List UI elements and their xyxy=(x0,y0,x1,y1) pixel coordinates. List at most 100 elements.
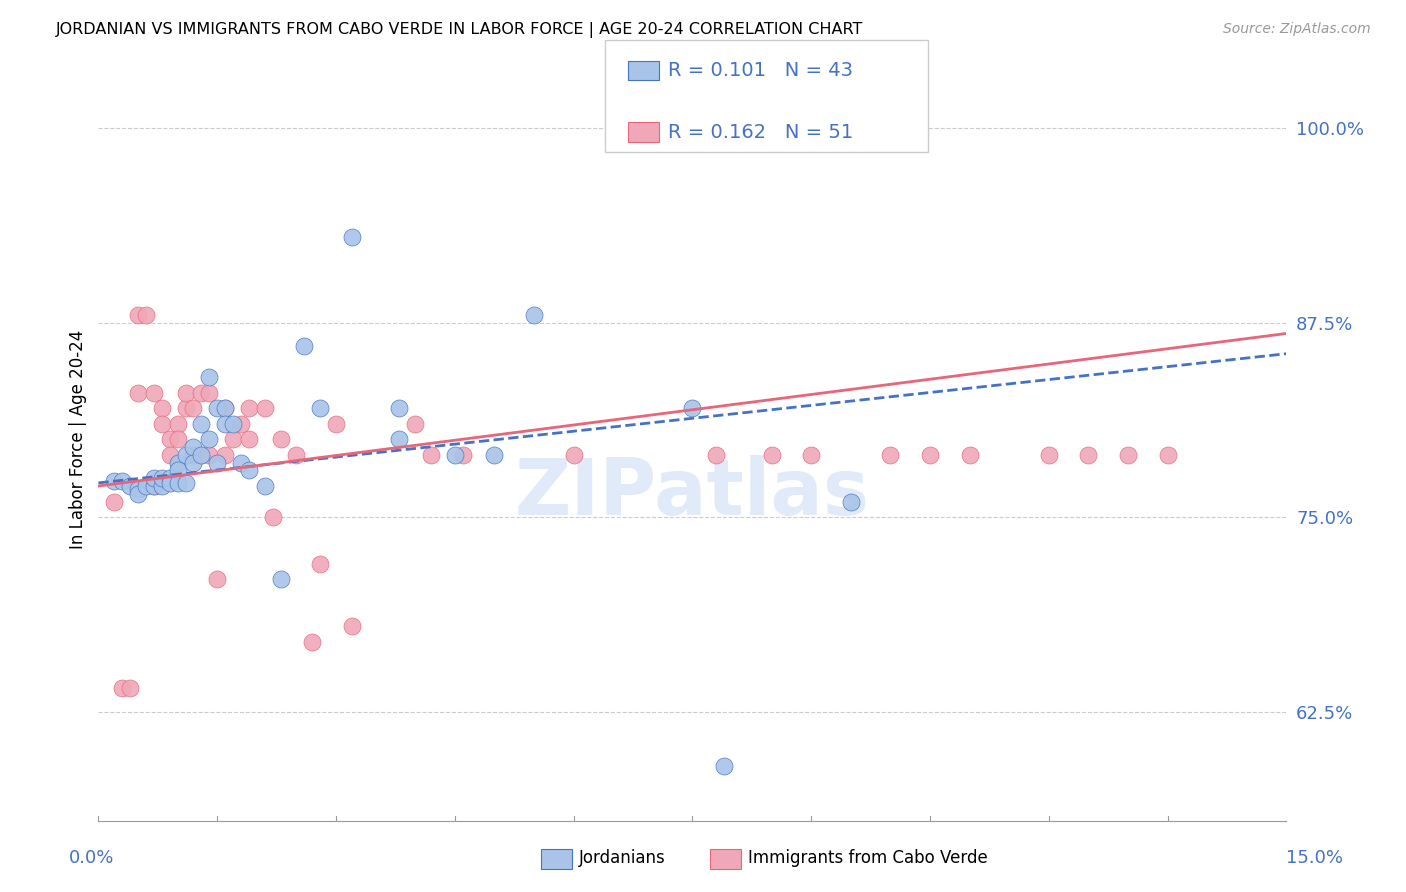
Point xyxy=(214,417,236,431)
Point xyxy=(388,401,411,416)
Point xyxy=(253,401,276,416)
Text: Jordanians: Jordanians xyxy=(579,849,666,867)
Point xyxy=(159,475,181,490)
Point xyxy=(309,401,332,416)
Point xyxy=(150,401,173,416)
Point xyxy=(253,479,276,493)
Point xyxy=(198,385,221,400)
Point xyxy=(325,417,347,431)
Point xyxy=(839,494,862,508)
Point xyxy=(205,401,228,416)
Point xyxy=(222,417,245,431)
Y-axis label: In Labor Force | Age 20-24: In Labor Force | Age 20-24 xyxy=(69,330,87,549)
Point xyxy=(1077,448,1099,462)
Point xyxy=(150,479,173,493)
Point xyxy=(120,681,142,696)
Point xyxy=(800,448,823,462)
Point xyxy=(174,448,197,462)
Point xyxy=(150,471,173,485)
Point xyxy=(190,385,212,400)
Point xyxy=(142,471,165,485)
Point xyxy=(562,448,585,462)
Point xyxy=(340,619,363,633)
Point xyxy=(292,339,315,353)
Point xyxy=(285,448,308,462)
Point xyxy=(404,417,426,431)
Point xyxy=(174,475,197,490)
Text: ZIPatlas: ZIPatlas xyxy=(515,455,870,531)
Point xyxy=(166,432,188,446)
Point xyxy=(1116,448,1139,462)
Text: R = 0.162   N = 51: R = 0.162 N = 51 xyxy=(668,122,853,142)
Point xyxy=(183,448,205,462)
Point xyxy=(229,417,252,431)
Point xyxy=(142,385,165,400)
Point xyxy=(174,385,197,400)
Point xyxy=(190,417,212,431)
Point xyxy=(704,448,727,462)
Point xyxy=(183,456,205,470)
Point xyxy=(420,448,443,462)
Point xyxy=(111,475,134,489)
Point xyxy=(166,417,188,431)
Point xyxy=(681,401,703,416)
Point xyxy=(198,448,221,462)
Point xyxy=(238,432,260,446)
Point xyxy=(205,456,228,470)
Point xyxy=(301,634,323,648)
Point xyxy=(262,510,284,524)
Text: R = 0.101   N = 43: R = 0.101 N = 43 xyxy=(668,61,853,80)
Point xyxy=(120,479,142,493)
Point xyxy=(111,681,134,696)
Point xyxy=(127,308,149,322)
Point xyxy=(205,573,228,587)
Point xyxy=(159,471,181,485)
Point xyxy=(142,479,165,493)
Point xyxy=(159,448,181,462)
Point xyxy=(127,385,149,400)
Point xyxy=(166,456,188,470)
Point xyxy=(920,448,942,462)
Point xyxy=(183,401,205,416)
Text: 0.0%: 0.0% xyxy=(69,849,114,867)
Text: JORDANIAN VS IMMIGRANTS FROM CABO VERDE IN LABOR FORCE | AGE 20-24 CORRELATION C: JORDANIAN VS IMMIGRANTS FROM CABO VERDE … xyxy=(56,22,863,38)
Point xyxy=(222,432,245,446)
Text: 15.0%: 15.0% xyxy=(1286,849,1343,867)
Point xyxy=(103,475,125,489)
Point xyxy=(135,308,157,322)
Point xyxy=(166,475,188,490)
Point xyxy=(150,417,173,431)
Point xyxy=(183,440,205,454)
Point xyxy=(135,479,157,493)
Point xyxy=(238,401,260,416)
Point xyxy=(198,370,221,384)
Point xyxy=(270,573,292,587)
Point xyxy=(451,448,474,462)
Point xyxy=(190,448,212,462)
Point xyxy=(761,448,783,462)
Point xyxy=(159,432,181,446)
Point xyxy=(444,448,467,462)
Point xyxy=(1156,448,1178,462)
Point xyxy=(1038,448,1060,462)
Point xyxy=(879,448,901,462)
Point xyxy=(388,432,411,446)
Point xyxy=(959,448,981,462)
Point xyxy=(229,456,252,470)
Point xyxy=(127,487,149,501)
Point xyxy=(174,401,197,416)
Point xyxy=(127,482,149,496)
Point xyxy=(270,432,292,446)
Point xyxy=(238,463,260,477)
Point xyxy=(166,463,188,477)
Point xyxy=(198,432,221,446)
Point xyxy=(214,401,236,416)
Point xyxy=(309,557,332,571)
Point xyxy=(142,479,165,493)
Text: Immigrants from Cabo Verde: Immigrants from Cabo Verde xyxy=(748,849,988,867)
Point xyxy=(523,308,546,322)
Text: Source: ZipAtlas.com: Source: ZipAtlas.com xyxy=(1223,22,1371,37)
Point xyxy=(214,448,236,462)
Point xyxy=(103,494,125,508)
Point xyxy=(713,759,735,773)
